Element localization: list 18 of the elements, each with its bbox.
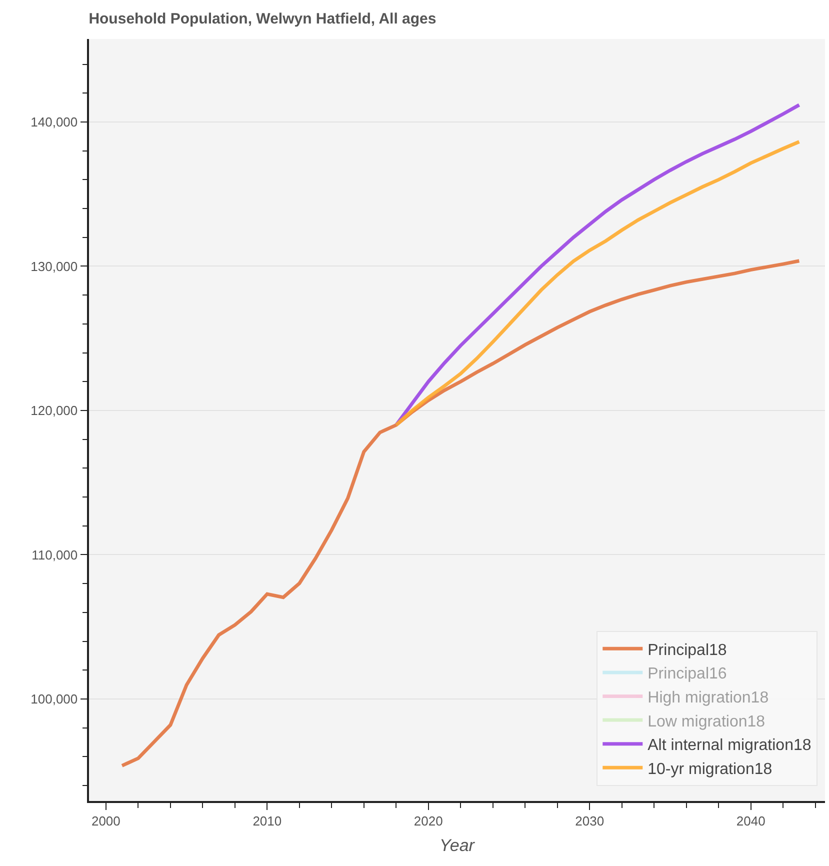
y-tick-label: 130,000 [30, 258, 78, 274]
x-tick-label: 2010 [252, 813, 282, 828]
legend-label: Principal18 [648, 642, 727, 659]
y-tick-label: 100,000 [30, 692, 78, 707]
x-tick-label: 2040 [736, 813, 766, 828]
legend-label: Low migration18 [648, 713, 766, 730]
y-tick-label: 120,000 [30, 403, 78, 418]
legend-label: Principal16 [648, 666, 727, 683]
legend-label: 10-yr migration18 [648, 760, 772, 778]
x-tick-label: 2000 [91, 813, 120, 828]
x-axis-title: Year [440, 836, 476, 856]
x-tick-label: 2030 [575, 813, 604, 828]
legend-label: High migration18 [648, 690, 769, 706]
y-tick-label: 140,000 [30, 114, 78, 130]
chart-title: Household Population, Welwyn Hatfield, All ages [88, 10, 436, 28]
y-tick-label: 110,000 [32, 547, 78, 562]
legend-label: Alt internal migration18 [648, 737, 812, 754]
x-tick-label: 2020 [414, 813, 443, 828]
